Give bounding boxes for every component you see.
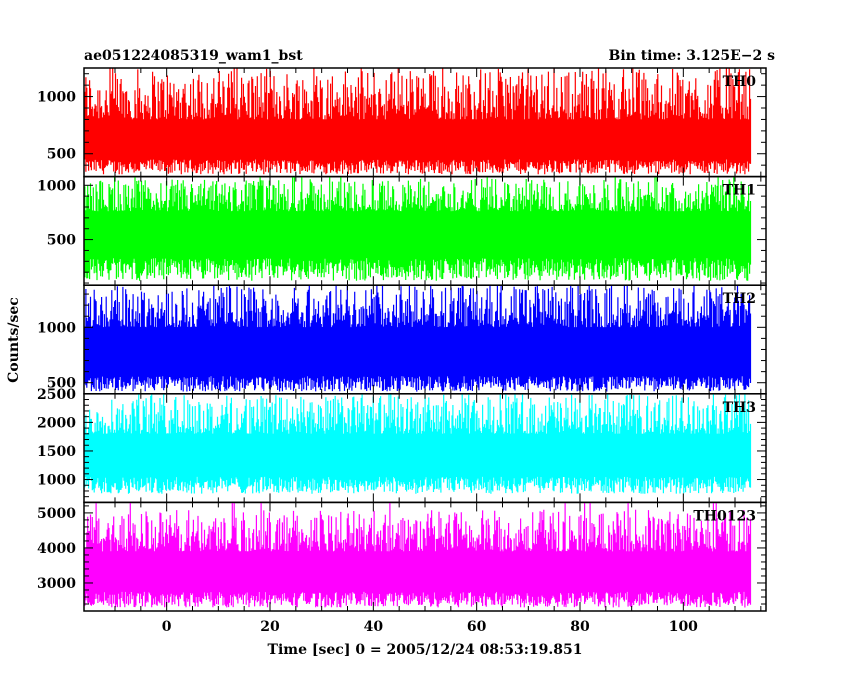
panel-th3: 1000 1500 2000 2500 TH3 bbox=[37, 387, 767, 504]
y-tick-label: 500 bbox=[47, 233, 76, 249]
x-axis-label: Time [sec] 0 = 2005/12/24 08:53:19.851 bbox=[268, 642, 583, 658]
x-tick-label: 20 bbox=[260, 619, 280, 635]
y-tick-label: 3000 bbox=[37, 576, 76, 592]
series-th1-band bbox=[84, 211, 751, 259]
y-tick-label: 5000 bbox=[37, 506, 76, 522]
panel-th0123: 3000 4000 5000 TH0123 bbox=[37, 501, 767, 612]
y-tick-label: 1000 bbox=[37, 320, 76, 336]
panel-label-th1: TH1 bbox=[723, 183, 756, 199]
y-tick-label: 4000 bbox=[37, 541, 76, 557]
chart-title: ae051224085319_wam1_bst bbox=[84, 48, 303, 64]
series-th0123-band bbox=[84, 551, 751, 592]
y-tick-label: 500 bbox=[47, 376, 76, 392]
y-tick-label: 1000 bbox=[37, 473, 76, 489]
panel-label-th2: TH2 bbox=[723, 291, 756, 307]
series-th3-band bbox=[84, 433, 751, 477]
y-tick-label: 2500 bbox=[37, 387, 76, 403]
series-th0-band bbox=[84, 119, 751, 160]
y-tick-label: 2000 bbox=[37, 415, 76, 431]
panel-label-th3: TH3 bbox=[723, 400, 756, 416]
x-tick-label: 100 bbox=[669, 619, 698, 635]
x-tick-label: 60 bbox=[467, 619, 487, 635]
x-tick-label: 80 bbox=[570, 619, 590, 635]
y-tick-label: 1000 bbox=[37, 178, 76, 194]
series-th2-band bbox=[84, 327, 751, 377]
chart-subtitle: Bin time: 3.125E−2 s bbox=[609, 48, 776, 64]
x-tick-label: 40 bbox=[364, 619, 384, 635]
y-tick-label: 500 bbox=[47, 147, 76, 163]
panel-th0: 500 1000 TH0 bbox=[37, 67, 767, 178]
y-axis-label: Counts/sec bbox=[6, 297, 22, 383]
panel-th2: 500 1000 TH2 bbox=[37, 284, 767, 395]
y-tick-label: 1000 bbox=[37, 90, 76, 106]
panel-th1: 500 1000 TH1 bbox=[37, 175, 767, 286]
x-tick-label: 0 bbox=[162, 619, 172, 635]
panel-label-th0123: TH0123 bbox=[693, 508, 756, 524]
y-tick-label: 1500 bbox=[37, 444, 76, 460]
panel-label-th0: TH0 bbox=[723, 74, 757, 90]
